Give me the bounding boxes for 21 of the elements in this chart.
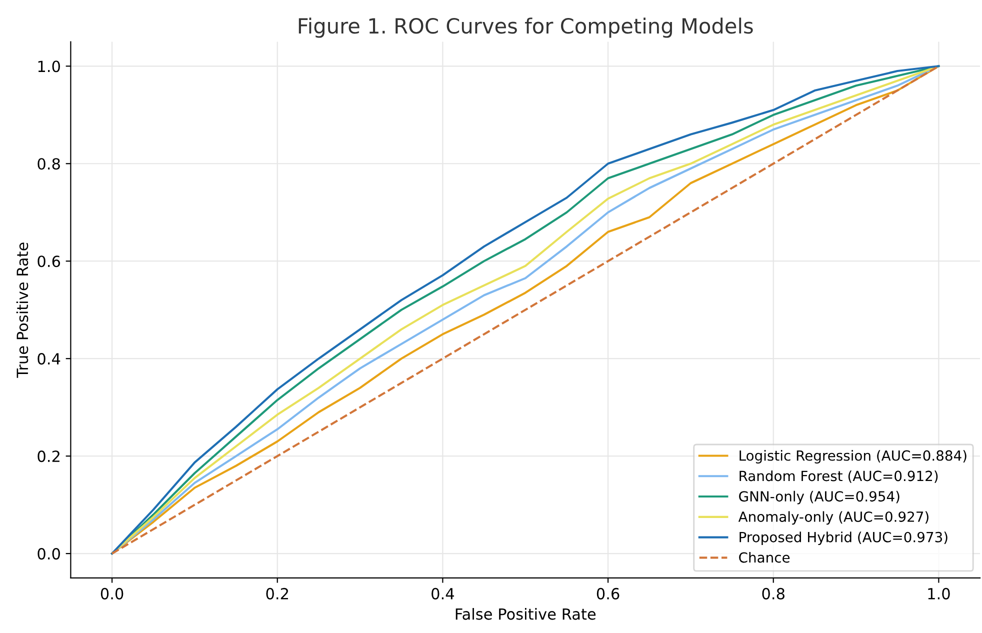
legend-label: Random Forest (AUC=0.912) <box>740 470 938 483</box>
x-tick-label: 1.0 <box>928 588 950 600</box>
legend-label: Chance <box>739 552 790 563</box>
legend-label: Anomaly-only (AUC=0.927) <box>738 511 928 525</box>
legend-label: Logistic Regression (AUC=0.884) <box>740 450 966 464</box>
x-tick-label: 0.2 <box>266 588 288 600</box>
x-tick-label: 0.6 <box>596 588 620 600</box>
legend-label: GNN-only (AUC=0.954) <box>739 490 900 504</box>
x-axis-title: False Positive Rate <box>456 608 596 620</box>
y-tick-label: 0.6 <box>38 256 60 268</box>
y-tick-label: 0.0 <box>38 548 60 560</box>
chart-title: Figure 1. ROC Curves for Competing Models <box>298 18 753 38</box>
y-tick-label: 0.4 <box>38 353 60 365</box>
y-tick-label: 0.8 <box>38 158 60 170</box>
legend-label: Proposed Hybrid (AUC=0.973) <box>740 532 948 546</box>
x-tick-label: 0.8 <box>762 588 784 600</box>
x-tick-label: 0.4 <box>432 588 454 600</box>
y-tick-label: 1.0 <box>38 60 60 72</box>
y-tick-label: 0.2 <box>38 450 60 462</box>
x-tick-label: 0.0 <box>100 588 124 600</box>
y-axis-title: True Positive Rate <box>16 242 28 378</box>
